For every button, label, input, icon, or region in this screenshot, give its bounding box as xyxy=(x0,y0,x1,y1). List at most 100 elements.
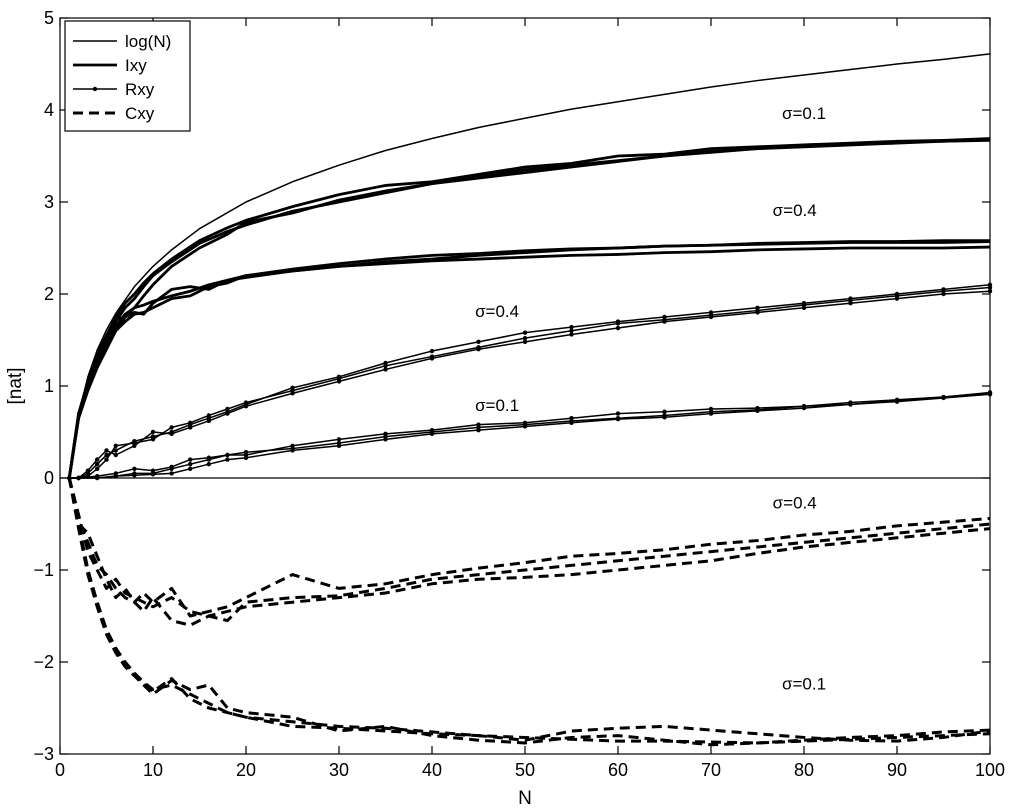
series-11-point xyxy=(336,437,342,442)
series-9-point xyxy=(104,448,109,453)
x-tick-label: 0 xyxy=(55,760,65,780)
series-12-point xyxy=(801,405,807,411)
series-8-point xyxy=(243,400,249,405)
series-9-point xyxy=(383,367,388,372)
series-thin-line-0 xyxy=(68,53,991,479)
series-9-point xyxy=(169,431,174,437)
series-12-point xyxy=(336,443,342,448)
x-tick-label: 60 xyxy=(608,760,628,780)
series-7-point xyxy=(104,452,109,458)
x-tick-label: 30 xyxy=(329,760,349,780)
series-11-point xyxy=(188,457,193,462)
series-12-point xyxy=(522,424,528,429)
series-8-point xyxy=(188,420,193,425)
series-12-point xyxy=(113,473,119,479)
series-12-point xyxy=(755,408,760,414)
series-8-point xyxy=(104,457,109,462)
series-11-point xyxy=(383,431,388,437)
series-12-point xyxy=(476,427,481,433)
series-8-point xyxy=(150,437,156,442)
y-tick-label: 2 xyxy=(44,284,54,304)
series-12-point xyxy=(225,457,230,462)
series-9-point xyxy=(132,443,137,448)
sigma-annotation: σ=0.1 xyxy=(475,396,519,415)
series-12-point xyxy=(188,466,193,471)
sigma-annotation: σ=0.4 xyxy=(773,201,817,220)
series-11-point xyxy=(569,416,574,421)
series-11-point xyxy=(225,452,230,458)
x-tick-label: 20 xyxy=(236,760,256,780)
series-12-point xyxy=(615,416,621,422)
y-tick-label: −3 xyxy=(33,744,54,764)
series-11-point xyxy=(290,443,295,448)
series-9-point xyxy=(569,332,574,337)
series-7-point xyxy=(113,448,119,453)
y-tick-label: 0 xyxy=(44,468,54,488)
series-dashed-line-13 xyxy=(67,477,991,623)
series-7-point xyxy=(429,348,435,354)
series-12-point xyxy=(150,472,156,477)
series-8-point xyxy=(113,443,119,448)
series-9-point xyxy=(206,418,211,424)
x-tick-label: 80 xyxy=(794,760,814,780)
series-9-point xyxy=(894,296,900,301)
series-12-point xyxy=(662,415,667,420)
series-7-point xyxy=(476,339,481,345)
series-11-point xyxy=(708,406,714,412)
sigma-annotation: σ=0.4 xyxy=(475,302,519,321)
y-tick-label: −2 xyxy=(33,652,54,672)
legend: log(N) Ixy Rxy Cxy xyxy=(64,20,191,132)
x-tick-label: 70 xyxy=(701,760,721,780)
series-7-point xyxy=(95,462,100,467)
series-layer xyxy=(67,53,993,747)
annotation-layer: σ=0.1 σ=0.4 σ=0.4 σ=0.1 σ=0.4 σ=0.1 xyxy=(475,104,826,693)
series-9-point xyxy=(848,301,853,306)
series-8-point xyxy=(225,406,230,412)
series-9-point xyxy=(941,291,946,297)
series-9-point xyxy=(476,347,481,352)
series-9-point xyxy=(95,457,100,462)
series-11-point xyxy=(132,466,137,471)
series-7-point xyxy=(522,330,528,335)
legend-box xyxy=(64,20,191,132)
series-8-point xyxy=(95,466,100,471)
x-tick-label: 100 xyxy=(975,760,1005,780)
series-12-point xyxy=(383,437,388,442)
series-11-point xyxy=(522,420,528,425)
y-tick-label: 5 xyxy=(44,8,54,28)
series-thick-line-6 xyxy=(67,245,991,479)
series-9-point xyxy=(522,339,528,345)
series-dashed-line-15 xyxy=(67,477,991,627)
legend-label: log(N) xyxy=(125,32,171,51)
series-dashed-line-18 xyxy=(67,477,991,743)
series-12-point xyxy=(894,399,900,404)
x-tick-label: 90 xyxy=(887,760,907,780)
legend-swatch-dot xyxy=(92,86,98,92)
legend-label: Rxy xyxy=(125,80,155,99)
series-12-point xyxy=(848,402,853,407)
series-9-point xyxy=(708,314,714,320)
sigma-annotation: σ=0.4 xyxy=(773,493,817,512)
series-12-point xyxy=(132,473,137,478)
series-9-point xyxy=(243,404,249,409)
series-12-point xyxy=(290,448,295,453)
x-tick-label: 50 xyxy=(515,760,535,780)
sigma-annotation: σ=0.1 xyxy=(782,104,826,123)
series-10-point xyxy=(188,462,193,467)
series-12-point xyxy=(708,411,714,416)
series-8-point xyxy=(569,328,574,333)
series-9-point xyxy=(615,325,621,331)
series-9-point xyxy=(225,411,230,416)
series-8-point xyxy=(383,363,388,368)
y-tick-label: 4 xyxy=(44,100,54,120)
series-12-point xyxy=(95,475,100,481)
series-9-point xyxy=(755,310,760,315)
series-11-point xyxy=(476,422,481,427)
y-tick-label: −1 xyxy=(33,560,54,580)
series-11-point xyxy=(615,411,621,416)
series-9-point xyxy=(662,319,667,324)
series-12-point xyxy=(429,431,435,437)
series-12-point xyxy=(76,475,81,481)
series-7-point xyxy=(569,324,574,330)
